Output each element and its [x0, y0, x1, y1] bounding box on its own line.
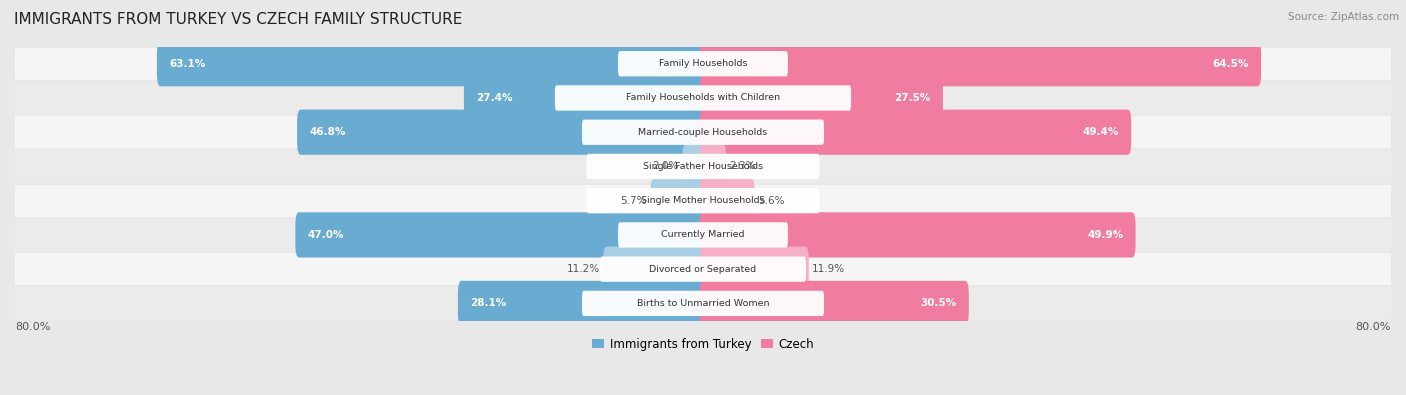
FancyBboxPatch shape	[700, 246, 808, 292]
Text: Single Mother Households: Single Mother Households	[641, 196, 765, 205]
FancyBboxPatch shape	[586, 188, 820, 213]
FancyBboxPatch shape	[555, 85, 851, 111]
FancyBboxPatch shape	[586, 154, 820, 179]
Text: Source: ZipAtlas.com: Source: ZipAtlas.com	[1288, 12, 1399, 22]
Text: 47.0%: 47.0%	[308, 230, 344, 240]
Text: Currently Married: Currently Married	[661, 230, 745, 239]
FancyBboxPatch shape	[651, 178, 706, 223]
FancyBboxPatch shape	[458, 281, 706, 326]
FancyBboxPatch shape	[700, 109, 1132, 155]
FancyBboxPatch shape	[15, 81, 1391, 115]
Text: 46.8%: 46.8%	[309, 127, 346, 137]
Text: 80.0%: 80.0%	[1355, 322, 1391, 332]
Text: 2.3%: 2.3%	[730, 162, 756, 171]
FancyBboxPatch shape	[582, 291, 824, 316]
FancyBboxPatch shape	[464, 75, 706, 120]
Legend: Immigrants from Turkey, Czech: Immigrants from Turkey, Czech	[588, 333, 818, 356]
FancyBboxPatch shape	[15, 47, 1391, 81]
FancyBboxPatch shape	[295, 213, 706, 258]
Text: Births to Unmarried Women: Births to Unmarried Women	[637, 299, 769, 308]
FancyBboxPatch shape	[297, 109, 706, 155]
Text: 49.4%: 49.4%	[1083, 127, 1119, 137]
FancyBboxPatch shape	[619, 51, 787, 76]
FancyBboxPatch shape	[700, 213, 1136, 258]
FancyBboxPatch shape	[15, 184, 1391, 218]
FancyBboxPatch shape	[682, 144, 706, 189]
FancyBboxPatch shape	[700, 144, 727, 189]
FancyBboxPatch shape	[619, 222, 787, 248]
FancyBboxPatch shape	[700, 281, 969, 326]
FancyBboxPatch shape	[600, 256, 806, 282]
Text: 30.5%: 30.5%	[921, 298, 956, 308]
Text: Divorced or Separated: Divorced or Separated	[650, 265, 756, 274]
Text: 63.1%: 63.1%	[169, 59, 205, 69]
Text: Single Father Households: Single Father Households	[643, 162, 763, 171]
Text: IMMIGRANTS FROM TURKEY VS CZECH FAMILY STRUCTURE: IMMIGRANTS FROM TURKEY VS CZECH FAMILY S…	[14, 12, 463, 27]
Text: 80.0%: 80.0%	[15, 322, 51, 332]
FancyBboxPatch shape	[15, 218, 1391, 252]
Text: 2.0%: 2.0%	[652, 162, 679, 171]
FancyBboxPatch shape	[700, 41, 1261, 87]
Text: 64.5%: 64.5%	[1213, 59, 1249, 69]
FancyBboxPatch shape	[15, 115, 1391, 149]
FancyBboxPatch shape	[582, 120, 824, 145]
FancyBboxPatch shape	[15, 149, 1391, 184]
Text: 27.4%: 27.4%	[477, 93, 512, 103]
Text: 11.9%: 11.9%	[813, 264, 845, 274]
FancyBboxPatch shape	[157, 41, 706, 87]
Text: 5.6%: 5.6%	[758, 196, 785, 206]
Text: 27.5%: 27.5%	[894, 93, 931, 103]
FancyBboxPatch shape	[603, 246, 706, 292]
Text: 28.1%: 28.1%	[470, 298, 506, 308]
Text: 49.9%: 49.9%	[1087, 230, 1123, 240]
FancyBboxPatch shape	[700, 75, 943, 120]
FancyBboxPatch shape	[15, 252, 1391, 286]
Text: Family Households with Children: Family Households with Children	[626, 94, 780, 102]
Text: Family Households: Family Households	[659, 59, 747, 68]
FancyBboxPatch shape	[700, 178, 755, 223]
Text: 5.7%: 5.7%	[620, 196, 647, 206]
Text: 11.2%: 11.2%	[567, 264, 600, 274]
FancyBboxPatch shape	[15, 286, 1391, 320]
Text: Married-couple Households: Married-couple Households	[638, 128, 768, 137]
